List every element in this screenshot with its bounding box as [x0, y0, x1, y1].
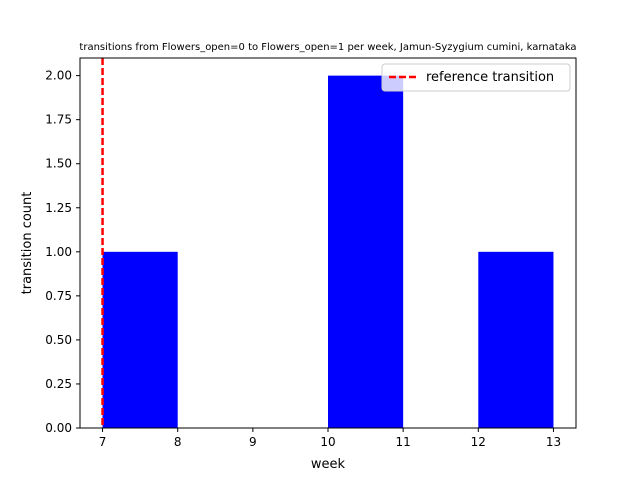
y-axis: 0.00 0.25 0.50 0.75 1.00 1.25 1.50 1.75 2.00: [45, 69, 80, 435]
y-tick-label-7: 1.75: [45, 113, 72, 127]
legend-label: reference transition: [426, 70, 554, 85]
x-tick-label-4: 11: [396, 435, 411, 449]
legend: reference transition: [381, 63, 571, 92]
y-tick-label-3: 0.75: [45, 289, 72, 303]
x-tick-label-6: 13: [546, 435, 561, 449]
y-tick-label-1: 0.25: [45, 377, 72, 391]
x-tick-label-0: 7: [99, 435, 107, 449]
y-tick-label-2: 0.50: [45, 333, 72, 347]
y-tick-label-5: 1.25: [45, 201, 72, 215]
x-tick-label-1: 8: [174, 435, 182, 449]
bars-layer: [102, 75, 554, 428]
x-axis: 7 8 9 10 11 12 13: [99, 428, 561, 449]
bar-0: [102, 251, 178, 428]
x-tick-label-5: 12: [471, 435, 486, 449]
y-tick-label-0: 0.00: [45, 421, 72, 435]
legend-box: [381, 63, 571, 92]
y-axis-label: transition count: [20, 192, 35, 295]
y-tick-label-8: 2.00: [45, 69, 72, 83]
y-tick-label-6: 1.50: [45, 157, 72, 171]
x-tick-label-3: 10: [320, 435, 335, 449]
x-axis-label: week: [311, 457, 346, 472]
x-tick-label-2: 9: [249, 435, 257, 449]
chart-title: transitions from Flowers_open=0 to Flowe…: [79, 42, 576, 53]
y-tick-label-4: 1.00: [45, 245, 72, 259]
bar-3: [328, 75, 404, 428]
bar-5: [478, 251, 554, 428]
